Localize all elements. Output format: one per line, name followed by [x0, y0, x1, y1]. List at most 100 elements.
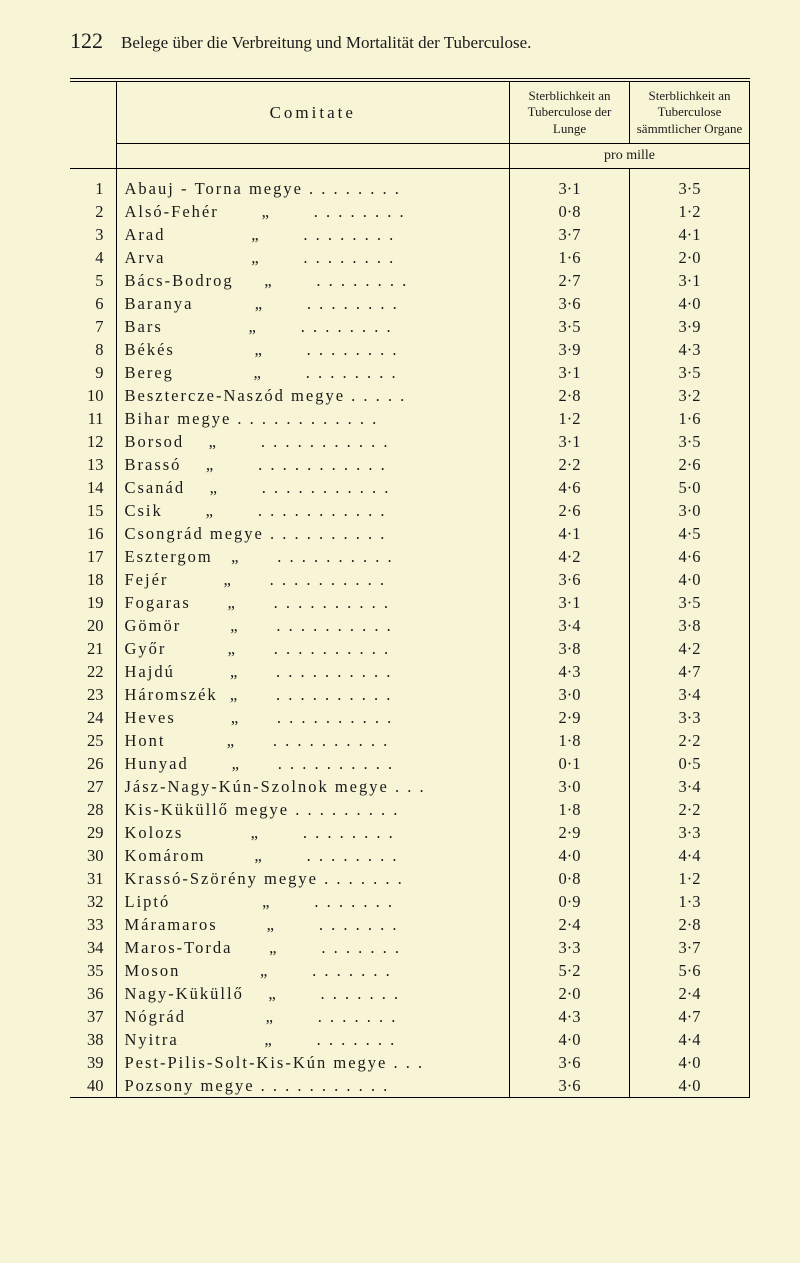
row-value-organe: 5·0 — [630, 476, 750, 499]
row-value-lunge: 1·8 — [510, 798, 630, 821]
row-value-lunge: 3·1 — [510, 361, 630, 384]
page-title: Belege über die Verbreitung und Mortalit… — [121, 33, 531, 53]
table-row: 1Abauj - Torna megye . . . . . . . .3·13… — [70, 168, 750, 200]
row-value-organe: 3·3 — [630, 706, 750, 729]
row-value-lunge: 3·1 — [510, 168, 630, 200]
row-index: 36 — [70, 982, 116, 1005]
row-value-organe: 2·2 — [630, 729, 750, 752]
row-value-lunge: 3·9 — [510, 338, 630, 361]
row-index: 8 — [70, 338, 116, 361]
row-index: 6 — [70, 292, 116, 315]
row-name: Hajdú „ . . . . . . . . . . — [116, 660, 510, 683]
table-row: 17Esztergom „ . . . . . . . . . .4·24·6 — [70, 545, 750, 568]
row-value-lunge: 3·6 — [510, 568, 630, 591]
row-value-lunge: 3·8 — [510, 637, 630, 660]
row-value-organe: 4·0 — [630, 568, 750, 591]
row-value-lunge: 3·1 — [510, 591, 630, 614]
row-name: Bihar megye . . . . . . . . . . . . — [116, 407, 510, 430]
subhead-blank2 — [116, 143, 510, 168]
row-value-organe: 3·9 — [630, 315, 750, 338]
row-name: Hunyad „ . . . . . . . . . . — [116, 752, 510, 775]
row-value-lunge: 0·8 — [510, 867, 630, 890]
row-name: Pozsony megye . . . . . . . . . . . — [116, 1074, 510, 1097]
row-value-organe: 4·4 — [630, 1028, 750, 1051]
row-index: 3 — [70, 223, 116, 246]
row-index: 22 — [70, 660, 116, 683]
row-name: Maros-Torda „ . . . . . . . — [116, 936, 510, 959]
table-row: 8Békés „ . . . . . . . .3·94·3 — [70, 338, 750, 361]
page-header: 122 Belege über die Verbreitung und Mort… — [70, 28, 750, 54]
table-row: 14Csanád „ . . . . . . . . . . .4·65·0 — [70, 476, 750, 499]
row-value-organe: 4·0 — [630, 1051, 750, 1074]
row-index: 27 — [70, 775, 116, 798]
row-value-lunge: 0·8 — [510, 200, 630, 223]
row-name: Alsó-Fehér „ . . . . . . . . — [116, 200, 510, 223]
table-row: 20Gömör „ . . . . . . . . . .3·43·8 — [70, 614, 750, 637]
row-name: Abauj - Torna megye . . . . . . . . — [116, 168, 510, 200]
header-comitate: Comitate — [116, 82, 510, 143]
row-value-organe: 3·4 — [630, 775, 750, 798]
row-index: 28 — [70, 798, 116, 821]
row-value-organe: 2·0 — [630, 246, 750, 269]
table-row: 33Máramaros „ . . . . . . .2·42·8 — [70, 913, 750, 936]
row-value-organe: 3·1 — [630, 269, 750, 292]
row-index: 40 — [70, 1074, 116, 1097]
row-index: 21 — [70, 637, 116, 660]
row-value-organe: 3·5 — [630, 430, 750, 453]
row-index: 19 — [70, 591, 116, 614]
row-index: 35 — [70, 959, 116, 982]
table-row: 10Besztercze-Naszód megye . . . . .2·83·… — [70, 384, 750, 407]
row-index: 37 — [70, 1005, 116, 1028]
row-value-organe: 4·6 — [630, 545, 750, 568]
row-value-lunge: 3·7 — [510, 223, 630, 246]
table-row: 26Hunyad „ . . . . . . . . . .0·10·5 — [70, 752, 750, 775]
table-row: 39Pest-Pilis-Solt-Kis-Kún megye . . .3·6… — [70, 1051, 750, 1074]
table-row: 22Hajdú „ . . . . . . . . . .4·34·7 — [70, 660, 750, 683]
row-value-organe: 1·2 — [630, 200, 750, 223]
page-number: 122 — [70, 28, 103, 54]
row-value-lunge: 4·3 — [510, 660, 630, 683]
row-value-organe: 2·6 — [630, 453, 750, 476]
table-row: 28Kis-Küküllő megye . . . . . . . . .1·8… — [70, 798, 750, 821]
row-value-organe: 4·0 — [630, 1074, 750, 1097]
table-row: 9Bereg „ . . . . . . . .3·13·5 — [70, 361, 750, 384]
row-value-lunge: 3·5 — [510, 315, 630, 338]
header-lunge: Sterblichkeit an Tuberculose der Lunge — [510, 82, 630, 143]
row-value-organe: 4·5 — [630, 522, 750, 545]
table-row: 36Nagy-Küküllő „ . . . . . . .2·02·4 — [70, 982, 750, 1005]
row-value-lunge: 3·1 — [510, 430, 630, 453]
row-index: 31 — [70, 867, 116, 890]
row-name: Nyitra „ . . . . . . . — [116, 1028, 510, 1051]
table-row: 24Heves „ . . . . . . . . . .2·93·3 — [70, 706, 750, 729]
row-index: 33 — [70, 913, 116, 936]
row-index: 20 — [70, 614, 116, 637]
row-value-organe: 5·6 — [630, 959, 750, 982]
row-value-lunge: 2·9 — [510, 706, 630, 729]
row-value-organe: 3·5 — [630, 591, 750, 614]
row-value-lunge: 3·0 — [510, 775, 630, 798]
table-row: 16Csongrád megye . . . . . . . . . .4·14… — [70, 522, 750, 545]
row-name: Bars „ . . . . . . . . — [116, 315, 510, 338]
row-value-lunge: 2·7 — [510, 269, 630, 292]
row-name: Besztercze-Naszód megye . . . . . — [116, 384, 510, 407]
table-row: 13Brassó „ . . . . . . . . . . .2·22·6 — [70, 453, 750, 476]
row-value-organe: 3·2 — [630, 384, 750, 407]
table-row: 34Maros-Torda „ . . . . . . .3·33·7 — [70, 936, 750, 959]
table-row: 15Csik „ . . . . . . . . . . .2·63·0 — [70, 499, 750, 522]
row-value-organe: 1·6 — [630, 407, 750, 430]
row-index: 11 — [70, 407, 116, 430]
row-name: Békés „ . . . . . . . . — [116, 338, 510, 361]
row-value-lunge: 2·8 — [510, 384, 630, 407]
row-value-organe: 3·5 — [630, 361, 750, 384]
row-name: Csongrád megye . . . . . . . . . . — [116, 522, 510, 545]
row-name: Győr „ . . . . . . . . . . — [116, 637, 510, 660]
row-index: 16 — [70, 522, 116, 545]
row-name: Nagy-Küküllő „ . . . . . . . — [116, 982, 510, 1005]
row-index: 30 — [70, 844, 116, 867]
row-name: Nógrád „ . . . . . . . — [116, 1005, 510, 1028]
table-row: 27Jász-Nagy-Kún-Szolnok megye . . .3·03·… — [70, 775, 750, 798]
row-name: Hont „ . . . . . . . . . . — [116, 729, 510, 752]
row-name: Arad „ . . . . . . . . — [116, 223, 510, 246]
row-value-lunge: 1·6 — [510, 246, 630, 269]
table-body: 1Abauj - Torna megye . . . . . . . .3·13… — [70, 168, 750, 1097]
